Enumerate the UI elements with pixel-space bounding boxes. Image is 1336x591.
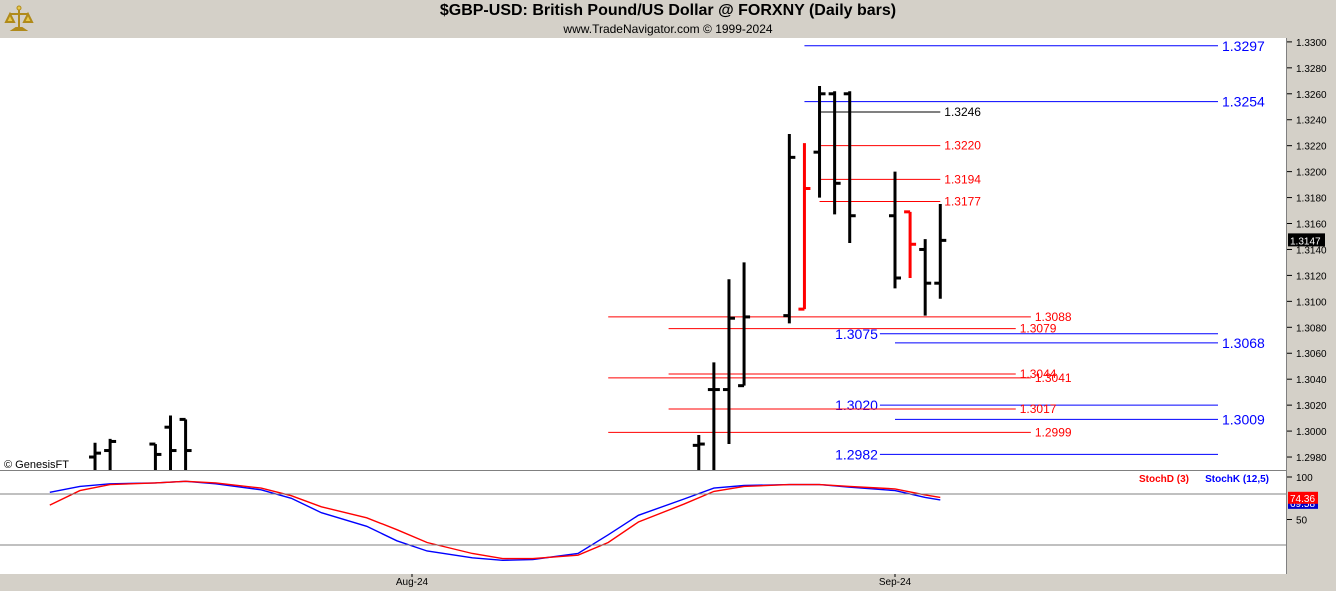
- level-label: 1.3020: [835, 397, 878, 413]
- chart-title: $GBP-USD: British Pound/US Dollar @ FORX…: [439, 2, 897, 19]
- price-axis-label: 1.3200: [1296, 168, 1327, 179]
- stoch-axis-label: 100: [1296, 473, 1313, 484]
- price-axis-label: 1.3260: [1296, 90, 1327, 101]
- stoch-series-line: [49, 480, 941, 560]
- level-label: 1.3194: [944, 172, 981, 186]
- price-axis-label: 1.2980: [1296, 453, 1327, 464]
- level-label: 1.2999: [1035, 425, 1072, 439]
- level-label: 1.3017: [1020, 402, 1057, 416]
- ohlc-bar: [707, 362, 720, 470]
- price-axis-label: 1.3020: [1296, 401, 1327, 412]
- level-label: 1.3041: [1035, 371, 1072, 385]
- price-axis-label: 1.3080: [1296, 323, 1327, 334]
- ohlc-bar: [919, 239, 932, 316]
- ohlc-bar: [783, 134, 796, 324]
- stochastic-panel: [0, 471, 1286, 574]
- stoch-legend-entry: StochD (3): [1139, 474, 1189, 485]
- ohlc-bar: [179, 417, 192, 470]
- stochD-value-badge: [1288, 491, 1318, 504]
- ohlc-bar: [149, 442, 162, 470]
- x-axis-label: Aug-24: [396, 577, 429, 588]
- watermark: © GenesisFT: [4, 459, 69, 471]
- trade-navigator-logo-icon: [4, 5, 34, 31]
- ohlc-bar: [904, 210, 917, 278]
- x-axis-label: Sep-24: [879, 577, 912, 588]
- last-price-badge: [1288, 233, 1325, 247]
- ohlc-bar: [738, 262, 751, 388]
- ohlc-bar: [89, 442, 102, 470]
- chart-header: $GBP-USD: British Pound/US Dollar @ FORX…: [0, 0, 1336, 38]
- price-axis-label: 1.3140: [1296, 245, 1327, 256]
- ohlc-bar: [692, 434, 705, 470]
- ohlc-bar: [843, 91, 856, 243]
- level-label: 1.3068: [1222, 335, 1265, 351]
- chart-subtitle: www.TradeNavigator.com © 1999-2024: [563, 22, 773, 36]
- level-label: 1.2982: [835, 446, 878, 462]
- price-axis-label: 1.3120: [1296, 271, 1327, 282]
- ohlc-bar: [164, 415, 177, 470]
- level-label: 1.3088: [1035, 310, 1072, 324]
- price-axis-label: 1.3040: [1296, 375, 1327, 386]
- last-price-label: 1.3147: [1290, 236, 1321, 247]
- ohlc-bar: [798, 143, 811, 311]
- level-label: 1.3075: [835, 326, 878, 342]
- ohlc-bar: [813, 86, 826, 198]
- stochK-value-label: 69.58: [1290, 499, 1315, 510]
- price-axis-label: 1.3220: [1296, 142, 1327, 153]
- level-label: 1.3254: [1222, 94, 1265, 110]
- price-axis-label: 1.3240: [1296, 116, 1327, 127]
- stoch-legend-entry: StochK (12,5): [1205, 474, 1269, 485]
- ohlc-bar: [104, 438, 117, 470]
- level-label: 1.3220: [944, 139, 981, 153]
- level-label: 1.3297: [1222, 38, 1265, 54]
- level-label: 1.3009: [1222, 411, 1265, 427]
- price-axis-label: 1.3160: [1296, 220, 1327, 231]
- level-label: 1.3177: [944, 194, 981, 208]
- price-axis-label: 1.3280: [1296, 64, 1327, 75]
- ohlc-bar: [722, 279, 735, 445]
- ohlc-bar: [934, 204, 947, 299]
- price-axis-label: 1.3000: [1296, 427, 1327, 438]
- price-axis-label: 1.3180: [1296, 194, 1327, 205]
- level-label: 1.3246: [944, 105, 981, 119]
- price-axis-label: 1.3100: [1296, 297, 1327, 308]
- stoch-axis-label: 50: [1296, 516, 1308, 527]
- price-panel: [0, 38, 1286, 470]
- price-axis-label: 1.3060: [1296, 349, 1327, 360]
- stochD-value-label: 74.36: [1290, 494, 1315, 505]
- level-label: 1.3079: [1020, 322, 1057, 336]
- price-axis-label: 1.3300: [1296, 38, 1327, 49]
- ohlc-bar: [828, 91, 841, 215]
- ohlc-bar: [889, 171, 901, 289]
